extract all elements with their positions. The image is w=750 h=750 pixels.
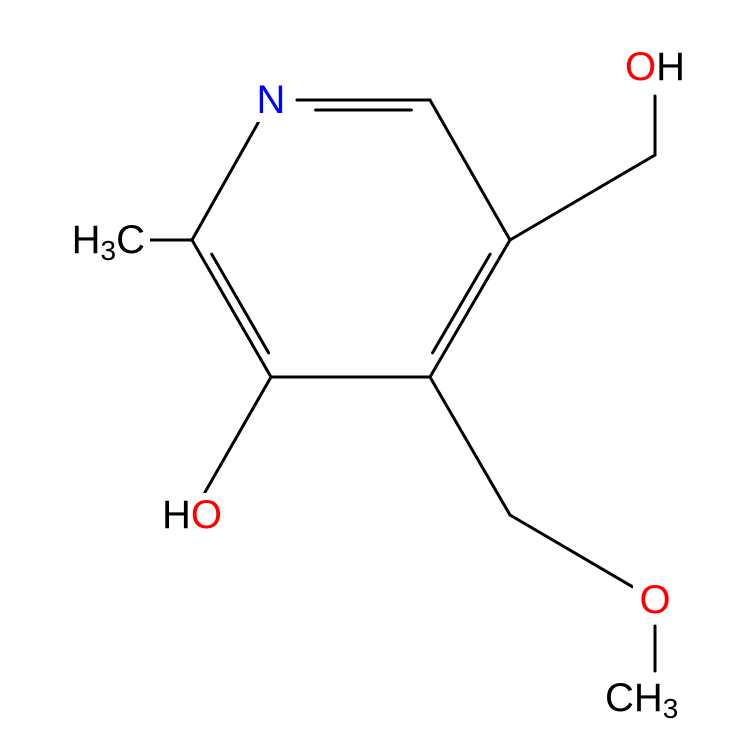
atom-label-O_oh_r: OH <box>625 45 685 89</box>
atom-label-O_bl: HO <box>162 493 222 537</box>
atom-label-N: N <box>257 78 286 122</box>
molecule-diagram: NH3COHHOOCH3 <box>0 0 750 750</box>
atom-label-O_eth: O <box>639 578 670 622</box>
